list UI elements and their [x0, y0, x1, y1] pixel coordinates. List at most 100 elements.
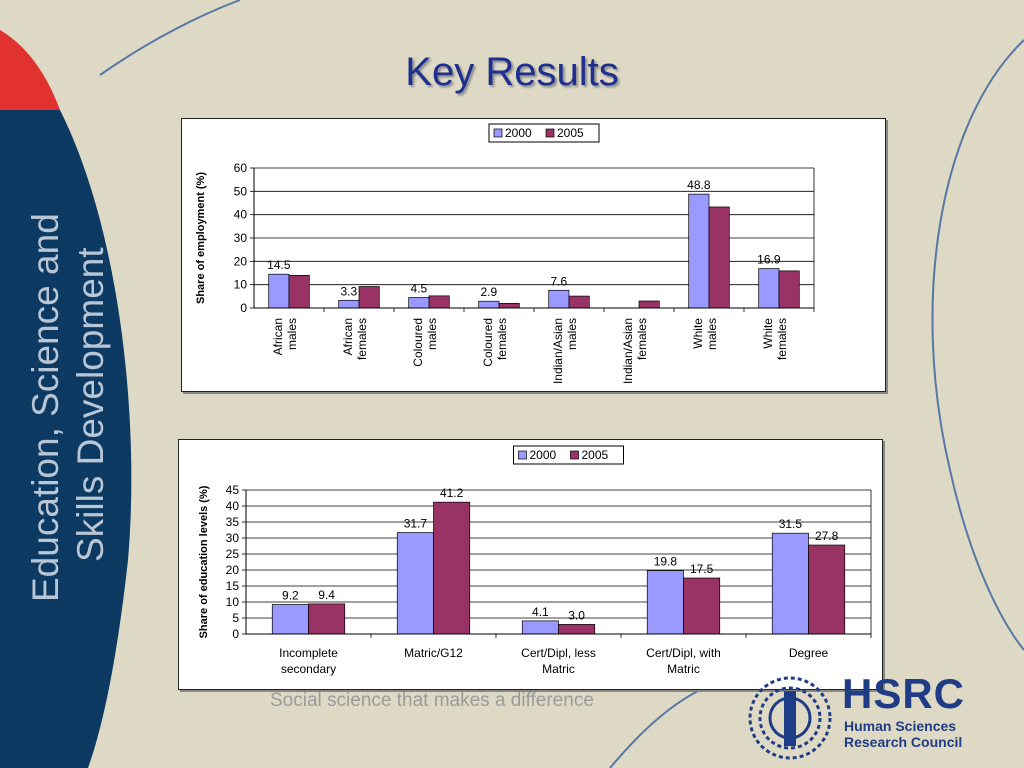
y-tick-label: 30	[234, 231, 248, 245]
data-label-2000-1: 31.7	[404, 517, 428, 531]
category-label-6-1: males	[705, 318, 719, 350]
bar-2005-6	[708, 206, 730, 309]
y-tick-label: 10	[234, 278, 248, 292]
category-label-2-1: Matric	[542, 662, 575, 676]
category-label-0-0: Incomplete	[279, 646, 338, 660]
y-tick-label: 60	[234, 161, 248, 175]
category-label-3-0: Cert/Dipl, with	[646, 646, 721, 660]
bar-2000-3	[478, 300, 500, 309]
data-label-2000-3: 2.9	[481, 285, 498, 299]
legend-label-2005: 2005	[582, 448, 609, 462]
data-label-2000-2: 4.5	[411, 282, 428, 296]
slide-title: Key Results	[405, 50, 619, 94]
category-label-3-1: females	[495, 318, 509, 360]
bar-2000-4	[771, 532, 809, 635]
category-label-2-0: Cert/Dipl, less	[521, 646, 596, 660]
side-heading-line1: Education, Science and	[25, 213, 66, 602]
data-label-2000-0: 9.2	[282, 589, 299, 603]
legend-swatch-2000	[493, 128, 503, 138]
data-label-2005-3: 17.5	[690, 562, 714, 576]
data-label-2000-0: 14.5	[267, 258, 291, 272]
y-axis-label: Share of education levels (%)	[198, 485, 210, 638]
data-label-2000-4: 7.6	[551, 274, 568, 288]
category-label-7-0: White	[761, 318, 775, 349]
bar-2005-7	[778, 270, 800, 309]
legend-swatch-2005	[545, 128, 555, 138]
hsrc-logo: HSRC Human Sciences Research Council	[740, 668, 1010, 763]
legend-box	[488, 123, 600, 143]
bar-2000-7	[758, 268, 780, 309]
data-label-2005-4: 27.8	[815, 529, 839, 543]
y-tick-label: 30	[226, 531, 240, 545]
category-label-3-1: Matric	[667, 662, 700, 676]
employment-chart: 2000 2005 Share of employment (%) 0 10 20 30 40…	[195, 123, 815, 384]
bar-2005-4	[808, 544, 846, 635]
bar-2000-1	[396, 532, 434, 635]
category-label-0-1: males	[285, 318, 299, 350]
category-label-6-0: White	[691, 318, 705, 349]
bar-2005-4	[568, 295, 590, 309]
y-tick-label: 15	[226, 579, 240, 593]
bar-2005-5	[638, 300, 660, 309]
logo-subtitle-line1: Human Sciences	[844, 718, 957, 734]
data-label-2000-7: 16.9	[757, 253, 781, 267]
category-label-4-0: Degree	[789, 646, 829, 660]
side-band-shape	[0, 110, 132, 768]
y-tick-label: 25	[226, 547, 240, 561]
red-accent-shape	[0, 30, 60, 110]
data-label-2000-2: 4.1	[532, 605, 549, 619]
y-tick-label: 5	[232, 611, 239, 625]
category-label-4-1: males	[565, 318, 579, 350]
bar-2000-2	[521, 620, 559, 635]
bar-2005-0	[308, 603, 346, 635]
tagline: Social science that makes a difference	[270, 690, 594, 711]
hsrc-emblem-icon	[748, 676, 832, 760]
data-label-2000-1: 3.3	[341, 284, 358, 298]
category-label-1-0: Matric/G12	[404, 646, 463, 660]
bar-2000-0	[271, 604, 309, 635]
employment-chart-frame: 2000 2005 Share of employment (%) 0 10 20 30 40…	[181, 118, 886, 392]
legend-swatch-2000	[518, 450, 527, 460]
y-axis-label: Share of employment (%)	[195, 172, 207, 304]
category-label-1-0: African	[341, 318, 355, 355]
category-label-2-1: males	[425, 318, 439, 350]
data-label-2000-3: 19.8	[654, 555, 678, 569]
decorative-arc-right	[931, 39, 1024, 651]
logo-wordmark: HSRC	[842, 670, 966, 717]
bar-2005-2	[428, 295, 450, 309]
legend-label-2005: 2005	[557, 126, 584, 140]
bar-2000-4	[548, 289, 570, 309]
data-label-2000-4: 31.5	[779, 517, 803, 531]
y-tick-label: 20	[234, 254, 248, 268]
decorative-arc-bottom	[609, 689, 701, 768]
legend-label-2000: 2000	[505, 126, 532, 140]
bar-2005-0	[288, 274, 310, 309]
logo-subtitle-line2: Research Council	[844, 734, 963, 750]
bar-2000-6	[688, 193, 710, 309]
y-tick-label: 10	[226, 595, 240, 609]
side-heading: Education, Science and Skills Developmen…	[25, 213, 111, 602]
decorative-arc-top	[99, 0, 241, 76]
bar-2005-2	[558, 624, 596, 635]
bar-2000-0	[268, 273, 290, 309]
side-heading-line2: Skills Development	[70, 247, 111, 562]
education-chart: 2000 2005 Share of education levels (%) 0 5 1…	[198, 445, 872, 676]
legend-label-2000: 2000	[530, 448, 557, 462]
bar-2005-1	[358, 286, 380, 309]
y-tick-label: 0	[240, 301, 247, 315]
y-tick-label: 40	[226, 499, 240, 513]
bar-2005-3	[683, 577, 721, 635]
y-tick-label: 35	[226, 515, 240, 529]
legend-swatch-2005	[570, 450, 579, 460]
category-label-3-0: Coloured	[481, 318, 495, 367]
bar-2000-3	[646, 570, 684, 635]
category-label-5-1: females	[635, 318, 649, 360]
category-label-5-0: Indian/Asian	[621, 318, 635, 384]
data-label-2005-2: 3.0	[568, 608, 585, 622]
y-tick-label: 0	[232, 627, 239, 641]
y-tick-label: 20	[226, 563, 240, 577]
data-label-2005-0: 9.4	[318, 588, 335, 602]
chart-legend: 2000 2005	[488, 123, 600, 143]
bar-2005-1	[433, 501, 471, 635]
